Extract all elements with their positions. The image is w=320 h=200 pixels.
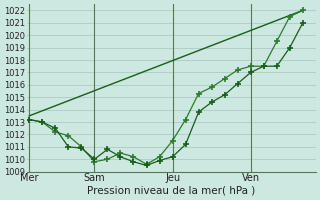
X-axis label: Pression niveau de la mer( hPa ): Pression niveau de la mer( hPa ) (87, 186, 255, 196)
